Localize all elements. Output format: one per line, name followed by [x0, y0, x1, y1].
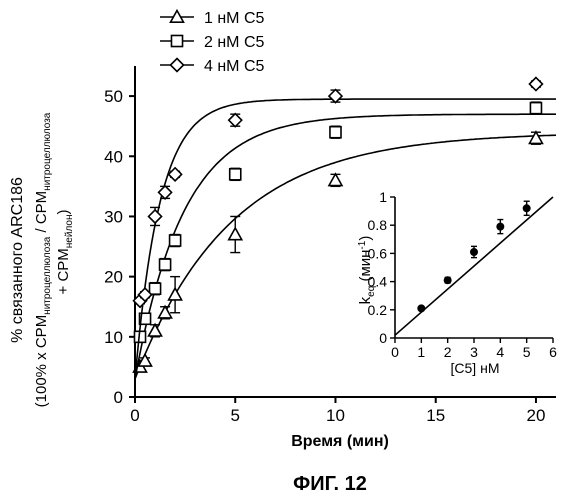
y-tick-label: 40 — [104, 147, 123, 166]
data-point-diamond — [159, 186, 172, 199]
fit-curve-series-3 — [135, 99, 556, 379]
y-label-line3: + CPMнейлон) — [55, 210, 75, 295]
data-point-square — [150, 283, 161, 294]
inset-x-tick-label: 3 — [470, 344, 478, 360]
inset-y-tick-label: 0.8 — [368, 217, 388, 233]
inset-data-point — [497, 223, 504, 230]
inset-x-tick-label: 4 — [496, 344, 504, 360]
inset-data-point — [444, 277, 451, 284]
data-point-diamond — [149, 210, 162, 223]
data-point-triangle — [159, 306, 172, 318]
inset-x-tick-label: 2 — [444, 344, 452, 360]
data-point-square — [530, 103, 541, 114]
y-tick-label: 10 — [104, 328, 123, 347]
inset-y-tick-label: 1 — [379, 189, 387, 205]
inset-data-point — [418, 305, 425, 312]
data-point-square — [170, 235, 181, 246]
x-tick-label: 15 — [426, 406, 445, 425]
data-point-diamond — [529, 78, 542, 91]
inset-y-tick-label: 0 — [379, 330, 387, 346]
data-point-triangle — [329, 174, 342, 186]
x-tick-label: 20 — [526, 406, 545, 425]
data-point-diamond — [169, 168, 182, 181]
y-tick-label: 30 — [104, 207, 123, 226]
data-point-square — [160, 259, 171, 270]
legend-label: 2 нМ С5 — [204, 34, 265, 51]
inset-fit-line — [395, 197, 553, 335]
inset-x-axis-label: [C5] нМ — [451, 360, 500, 376]
y-tick-label: 0 — [114, 388, 123, 407]
inset-chart: 012345600.20.40.60.81 — [368, 189, 558, 360]
main-y-axis-label: % связанного ARC186 (100% x CPMнитроцелл… — [9, 112, 75, 407]
fit-curve-series-2 — [135, 114, 556, 379]
data-point-triangle — [529, 132, 542, 144]
inset-x-tick-label: 0 — [391, 344, 399, 360]
data-point-triangle — [229, 228, 242, 240]
fit-curve-series-1 — [135, 135, 556, 379]
y-tick-label: 20 — [104, 268, 123, 287]
y-label-line1: % связанного ARC186 — [9, 177, 26, 343]
legend-label: 4 нМ С5 — [204, 58, 265, 75]
x-tick-label: 10 — [326, 406, 345, 425]
x-tick-label: 5 — [231, 406, 240, 425]
inset-x-tick-label: 1 — [417, 344, 425, 360]
data-point-triangle — [169, 288, 182, 300]
data-point-square — [330, 127, 341, 138]
inset-x-tick-label: 6 — [549, 344, 557, 360]
main-x-axis-label: Время (мин) — [291, 433, 389, 450]
data-point-triangle — [149, 324, 162, 336]
data-point-diamond — [329, 90, 342, 103]
figure-label: ФИГ. 12 — [293, 473, 367, 495]
legend-marker-square — [171, 35, 182, 46]
data-point-diamond — [229, 114, 242, 127]
legend-label: 1 нМ С5 — [204, 10, 265, 27]
y-tick-label: 50 — [104, 87, 123, 106]
inset-data-point — [471, 248, 478, 255]
x-tick-label: 0 — [130, 406, 139, 425]
inset-x-tick-label: 5 — [523, 344, 531, 360]
inset-data-point — [523, 205, 530, 212]
legend: 1 нМ С5 2 нМ С5 4 нМ С5 — [160, 10, 265, 75]
data-point-square — [230, 169, 241, 180]
legend-marker-diamond — [171, 59, 184, 72]
y-label-line2: (100% x CPMнитроцеллюлоза / CPMнитроцелл… — [33, 112, 53, 407]
